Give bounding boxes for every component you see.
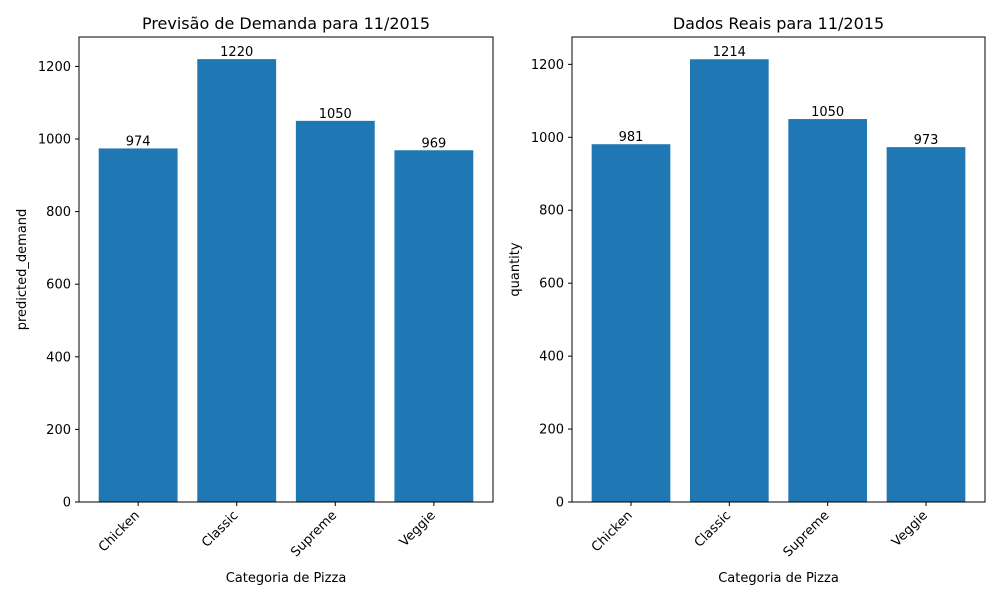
chart-title: Previsão de Demanda para 11/2015 — [142, 14, 430, 33]
axes-frame — [78, 36, 494, 503]
bar-value-label: 1220 — [220, 45, 253, 60]
chart-actual-quantity: 981 1214 1050 973 0 200 400 600 800 1000 1200 Chick… — [508, 14, 986, 586]
bar-classic — [197, 59, 277, 503]
y-tick-label: 400 — [46, 350, 71, 365]
y-tick-label: 600 — [539, 277, 564, 292]
x-axis-label: Categoria de Pizza — [226, 571, 347, 586]
y-axis-label: quantity — [508, 242, 523, 297]
y-tick-label: 1200 — [38, 60, 71, 75]
y-tick-label: 200 — [539, 423, 564, 438]
x-tick-label-chicken: Chicken — [96, 508, 143, 555]
bar-value-label: 981 — [619, 130, 644, 145]
bar-chicken — [591, 144, 671, 503]
chart-predicted-demand: 974 1220 1050 969 0 200 400 600 800 1000 1200 Chick… — [15, 14, 494, 586]
bar-value-label: 1050 — [811, 105, 844, 120]
axes-frame — [571, 36, 986, 503]
x-tick-label-veggie: Veggie — [397, 508, 439, 550]
bar-value-label: 969 — [421, 136, 446, 151]
x-tick-label-supreme: Supreme — [781, 508, 833, 560]
x-tick-label-veggie: Veggie — [889, 508, 931, 550]
bar-value-label: 973 — [914, 133, 939, 148]
y-tick-label: 600 — [46, 278, 71, 293]
y-tick-label: 200 — [46, 423, 71, 438]
y-tick-label: 1200 — [531, 58, 564, 73]
y-tick-label: 0 — [556, 496, 564, 511]
bar-veggie — [886, 147, 966, 502]
x-tick-label-supreme: Supreme — [288, 508, 340, 560]
x-tick-label-classic: Classic — [199, 508, 241, 550]
y-tick-label: 400 — [539, 350, 564, 365]
bar-supreme — [295, 120, 375, 502]
y-tick-label: 0 — [63, 496, 71, 511]
bar-veggie — [394, 150, 474, 503]
chart-title: Dados Reais para 11/2015 — [673, 14, 884, 33]
y-tick-label: 800 — [46, 205, 71, 220]
y-tick-label: 1000 — [531, 131, 564, 146]
bar-chicken — [98, 148, 178, 502]
bar-supreme — [788, 119, 867, 502]
x-axis-label: Categoria de Pizza — [718, 571, 839, 586]
y-tick-label: 1000 — [38, 133, 71, 148]
bar-value-label: 974 — [126, 134, 151, 149]
x-tick-label-classic: Classic — [692, 508, 734, 550]
bar-value-label: 1214 — [713, 45, 746, 60]
y-axis-label: predicted_demand — [15, 209, 30, 331]
y-tick-label: 800 — [539, 204, 564, 219]
x-tick-label-chicken: Chicken — [589, 508, 636, 555]
bar-value-label: 1050 — [319, 107, 352, 122]
bar-classic — [690, 59, 769, 502]
